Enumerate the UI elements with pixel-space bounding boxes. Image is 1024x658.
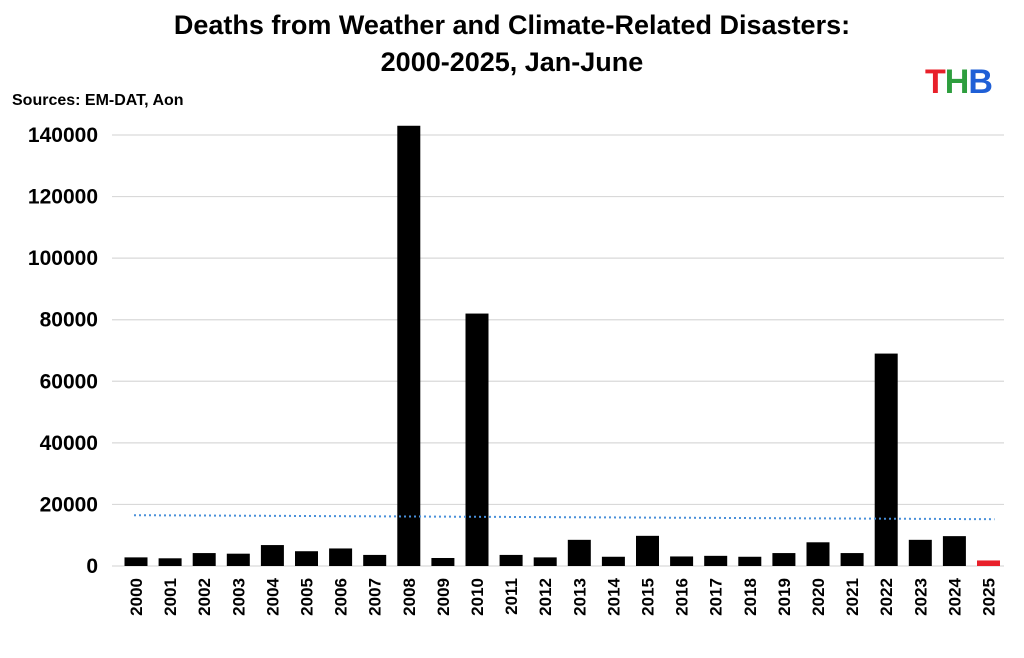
bar-2003 — [226, 553, 250, 566]
x-tick-label: 2013 — [570, 578, 589, 616]
y-tick-label: 0 — [86, 555, 98, 578]
x-tick-label: 2017 — [707, 578, 726, 616]
y-tick-label: 80000 — [40, 309, 98, 332]
x-tick-label: 2006 — [332, 578, 351, 616]
x-axis-ticks: 2000 2001 2002 2003 2004 2005 2006 2007 2008 2009… — [127, 577, 999, 615]
x-tick-label: 2007 — [366, 578, 385, 616]
bar-2002 — [192, 553, 216, 566]
x-tick-label: 2015 — [639, 578, 658, 616]
x-tick-label: 2009 — [434, 578, 453, 616]
bar-2013 — [567, 539, 591, 566]
bar-2007 — [363, 554, 387, 566]
y-axis-ticks: 0 20000 40000 60000 80000 100000 120000 140000 — [28, 124, 98, 578]
x-tick-label: 2004 — [263, 577, 282, 615]
x-tick-label: 2012 — [536, 578, 555, 616]
bar-2022 — [874, 353, 898, 566]
x-tick-label: 2011 — [502, 578, 521, 615]
x-tick-label: 2019 — [775, 578, 794, 616]
bar-2010 — [465, 313, 489, 566]
logo-letter-t: T — [925, 63, 946, 101]
bar-2016 — [670, 556, 694, 566]
bar-2018 — [738, 556, 762, 566]
bar-2006 — [329, 548, 353, 566]
bar-2004 — [260, 545, 284, 566]
y-tick-label: 60000 — [40, 370, 98, 393]
y-tick-label: 20000 — [40, 493, 98, 516]
sources-note: Sources: EM-DAT, Aon — [12, 92, 184, 109]
x-tick-label: 2000 — [127, 578, 146, 616]
y-tick-label: 100000 — [28, 247, 98, 270]
x-tick-label: 2020 — [809, 578, 828, 616]
bar-2023 — [908, 539, 932, 566]
bar-2024 — [942, 536, 966, 566]
logo-letter-b: B — [968, 63, 993, 101]
x-tick-label: 2008 — [400, 578, 419, 616]
bar-2021 — [840, 553, 864, 566]
x-tick-label: 2016 — [673, 578, 692, 616]
x-tick-label: 2003 — [229, 578, 248, 616]
x-tick-label: 2024 — [945, 577, 964, 615]
x-tick-label: 2025 — [980, 578, 999, 616]
x-tick-label: 2022 — [877, 578, 896, 616]
bar-2011 — [499, 554, 523, 566]
thb-logo: THB — [925, 62, 993, 102]
y-tick-label: 40000 — [40, 432, 98, 455]
chart-title-line1: Deaths from Weather and Climate-Related … — [173, 10, 851, 40]
x-tick-label: 2010 — [468, 578, 487, 616]
x-tick-label: 2021 — [843, 578, 862, 616]
x-tick-label: 2001 — [161, 578, 180, 616]
chart-title-line2: 2000-2025, Jan-June — [380, 47, 644, 77]
bar-2000 — [124, 557, 148, 566]
x-tick-label: 2002 — [195, 578, 214, 616]
x-tick-label: 2014 — [604, 577, 623, 615]
bar-2020 — [806, 542, 830, 566]
y-tick-label: 120000 — [28, 186, 98, 209]
bar-2015 — [636, 535, 659, 566]
bar-2005 — [295, 551, 318, 566]
trend-line — [133, 514, 995, 521]
bar-2017 — [704, 555, 728, 566]
x-tick-label: 2018 — [741, 578, 760, 616]
logo-letter-h: H — [944, 63, 970, 101]
bar-2008 — [397, 125, 421, 566]
gridlines — [112, 134, 1004, 567]
bar-2001 — [158, 558, 182, 566]
trendline — [133, 514, 995, 521]
bar-2012 — [533, 557, 557, 566]
bar-2019 — [772, 553, 796, 566]
bar-2009 — [431, 557, 455, 566]
bar-2025 — [977, 560, 1000, 566]
x-tick-label: 2005 — [298, 578, 317, 616]
bars — [124, 125, 1000, 566]
y-tick-label: 140000 — [28, 124, 98, 147]
x-tick-label: 2023 — [911, 578, 930, 616]
bar-2014 — [601, 556, 625, 566]
